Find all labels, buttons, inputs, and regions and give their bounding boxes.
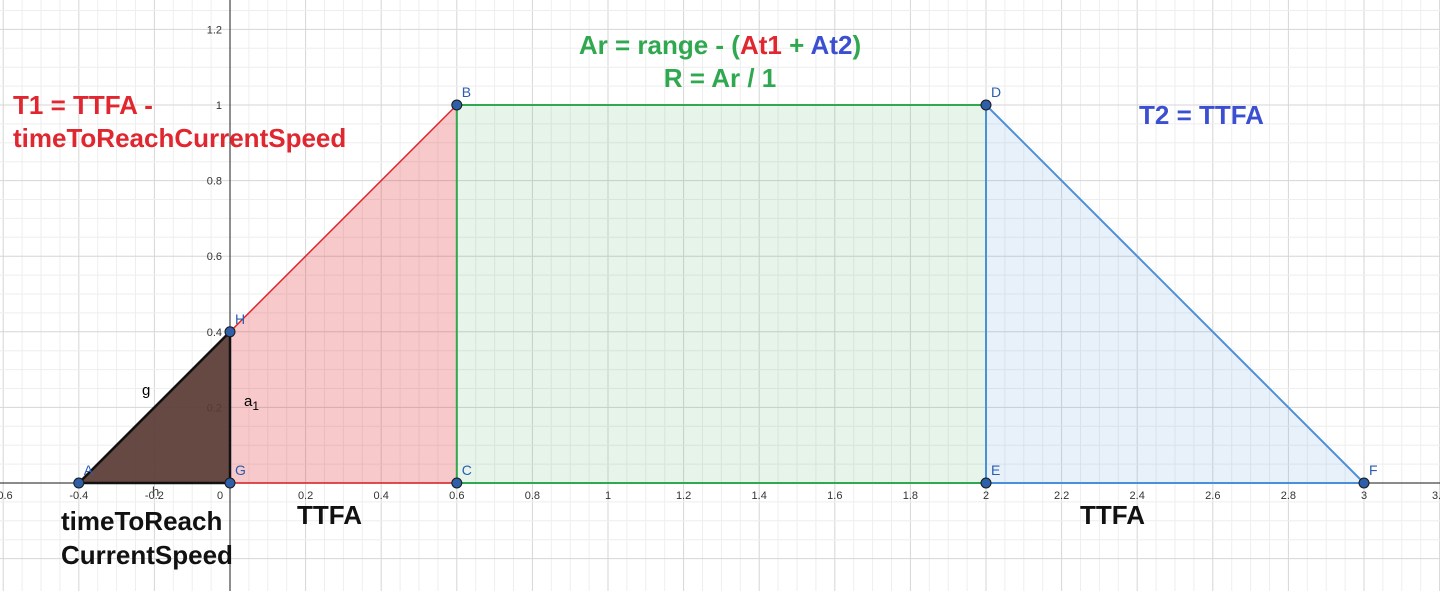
segment-a1-main: a [244, 393, 253, 410]
point-label-g: G [235, 462, 246, 478]
ttfa-right-label: TTFA [1080, 500, 1145, 530]
ar-suffix: ) [852, 30, 862, 60]
point-label-f: F [1369, 462, 1378, 478]
x-tick-label: 0.4 [374, 490, 389, 502]
segment-g [77, 330, 231, 484]
ttr-line1: timeToReach [61, 506, 223, 536]
t2-annotation: T2 = TTFA [1139, 100, 1264, 130]
x-tick-label: 2.8 [1281, 490, 1296, 502]
blue-triangle-region [985, 102, 1367, 484]
point-label-a: A [84, 462, 94, 478]
point-label-e: E [991, 462, 1000, 478]
ar-at2: At2 [810, 30, 853, 60]
segment-g-label: g [142, 382, 151, 399]
x-tick-label: 0 [217, 490, 223, 502]
x-tick-label: 3 [1361, 490, 1367, 502]
x-tick-label: 2.4 [1130, 490, 1145, 502]
point-f [1358, 477, 1370, 489]
x-tick-label: 0.2 [298, 490, 313, 502]
x-tick-label: 2.2 [1054, 490, 1069, 502]
point-label-h: H [235, 311, 245, 327]
y-tick-label: 0.6 [207, 251, 222, 263]
tick-labels: -0.6 -0.4 -0.2 0 0.2 0.4 0.6 0.8 1 1.2 1.4 1.6 1.8 2 2… [0, 24, 1440, 502]
x-tick-label: 3.2 [1432, 490, 1440, 502]
x-tick-label: 2.6 [1205, 490, 1220, 502]
point-a [73, 477, 85, 489]
t1-line2: timeToReachCurrentSpeed [13, 122, 347, 153]
time-to-reach-label: timeToReach CurrentSpeed [61, 505, 233, 573]
point-g [224, 477, 236, 489]
point-c [451, 477, 463, 489]
point-h [224, 326, 236, 338]
t1-annotation: T1 = TTFA - timeToReachCurrentSpeed [13, 89, 346, 154]
point-label-c: C [462, 462, 472, 478]
r-formula: R = Ar / 1 [663, 62, 777, 93]
x-tick-label: -0.4 [69, 490, 88, 502]
x-tick-label: 1.4 [752, 490, 767, 502]
point-e [980, 477, 992, 489]
green-rectangle-region [455, 104, 987, 484]
point-label-b: B [462, 84, 471, 100]
y-tick-label: 1.2 [207, 24, 222, 36]
x-tick-label: 1.6 [827, 490, 842, 502]
ar-at1: At1 [739, 30, 782, 60]
shapes [76, 102, 1367, 485]
x-tick-label: 1 [605, 490, 611, 502]
points: A B C D E F G H [73, 84, 1378, 489]
y-tick-label: 0.8 [207, 176, 222, 188]
ar-annotation: Ar = range - (At1 + At2) R = Ar / 1 [520, 29, 920, 94]
point-label-d: D [991, 84, 1001, 100]
x-tick-label: -0.2 [145, 490, 164, 502]
ttfa-left-label: TTFA [297, 500, 362, 530]
x-tick-label: -0.6 [0, 490, 13, 502]
x-tick-label: 0.8 [525, 490, 540, 502]
ar-plus: + [781, 30, 811, 60]
point-d [980, 99, 992, 111]
x-tick-label: 0.6 [449, 490, 464, 502]
segment-a1-label: a1 [244, 393, 259, 413]
x-tick-label: 2 [983, 490, 989, 502]
segment-a1-sub: 1 [252, 399, 260, 413]
x-tick-label: 1.8 [903, 490, 918, 502]
ar-formula: Ar = range - (At1 + At2) [520, 29, 920, 62]
segment-h-label: h [152, 484, 160, 499]
point-b [451, 99, 463, 111]
t1-line1: T1 = TTFA - [13, 90, 153, 120]
ttr-line2: CurrentSpeed [61, 539, 233, 570]
y-tick-label: 1 [216, 100, 222, 112]
ar-prefix: Ar = range - ( [578, 30, 740, 60]
x-tick-label: 1.2 [676, 490, 691, 502]
y-tick-label: 0.4 [207, 327, 222, 339]
